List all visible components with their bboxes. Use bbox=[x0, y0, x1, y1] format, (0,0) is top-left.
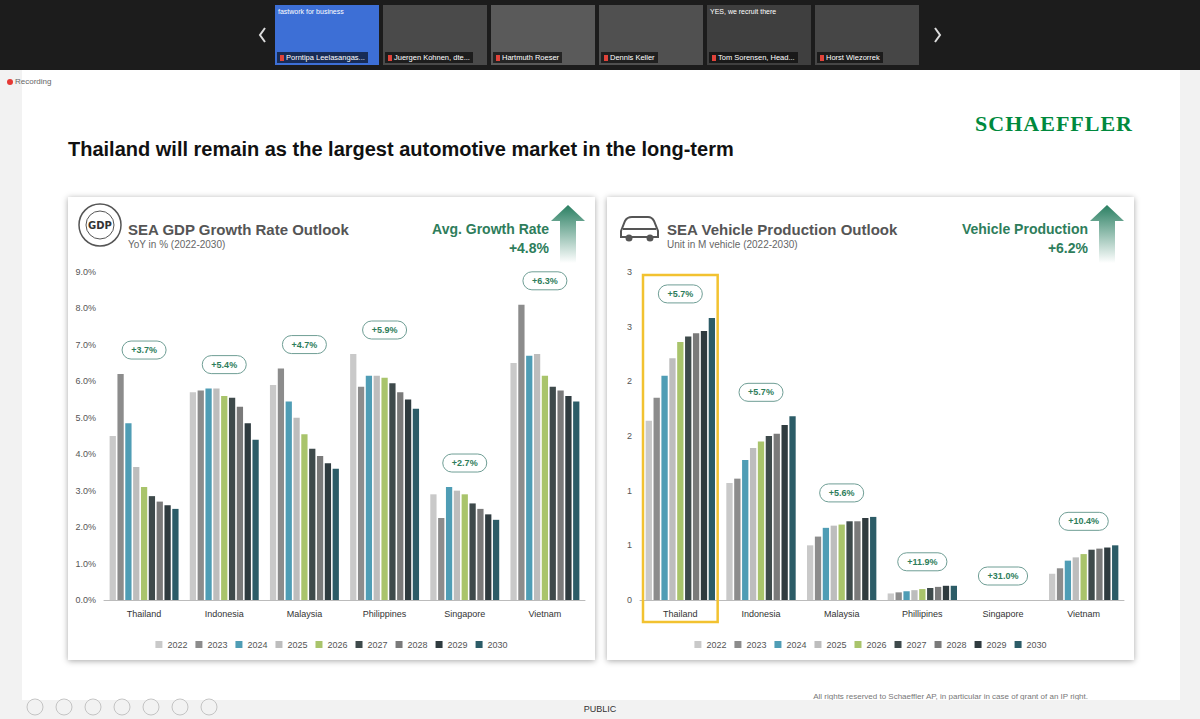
svg-text:1.0%: 1.0% bbox=[75, 559, 96, 569]
html-text:fastwork for business: fastwork for business bbox=[278, 8, 344, 15]
html-text:Recording: Recording bbox=[15, 77, 52, 86]
svg-text:Malaysia: Malaysia bbox=[287, 609, 323, 619]
svg-text:+5.7%: +5.7% bbox=[667, 289, 693, 299]
html-text:Tom Sorensen, Head...: Tom Sorensen, Head... bbox=[718, 53, 795, 62]
html-text:+6.2%: +6.2% bbox=[1047, 240, 1088, 256]
svg-text:8.0%: 8.0% bbox=[75, 303, 96, 313]
svg-text:2025: 2025 bbox=[826, 640, 846, 650]
svg-text:6.0%: 6.0% bbox=[75, 376, 96, 386]
svg-text:Phillipines: Phillipines bbox=[902, 609, 943, 619]
svg-text:4.0%: 4.0% bbox=[75, 449, 96, 459]
svg-text:Thailand: Thailand bbox=[127, 609, 162, 619]
svg-text:GDP: GDP bbox=[88, 220, 112, 231]
html-text:PUBLIC: PUBLIC bbox=[583, 704, 617, 714]
svg-text:Vietnam: Vietnam bbox=[1067, 609, 1100, 619]
html-text:Hartmuth Roeser: Hartmuth Roeser bbox=[502, 53, 560, 62]
svg-text:2026: 2026 bbox=[866, 640, 886, 650]
svg-text:2029: 2029 bbox=[448, 640, 468, 650]
svg-text:2026: 2026 bbox=[327, 640, 347, 650]
svg-text:2025: 2025 bbox=[287, 640, 307, 650]
html-text:SEA GDP Growth Rate Outlook: SEA GDP Growth Rate Outlook bbox=[128, 221, 349, 238]
svg-text:Philippines: Philippines bbox=[363, 609, 407, 619]
svg-text:2029: 2029 bbox=[987, 640, 1007, 650]
svg-text:2030: 2030 bbox=[1027, 640, 1047, 650]
svg-text:2028: 2028 bbox=[947, 640, 967, 650]
html-text:All rights reserved to Schaeff: All rights reserved to Schaeffler AP, in… bbox=[813, 692, 1088, 701]
svg-text:+5.7%: +5.7% bbox=[748, 387, 774, 397]
svg-text:2027: 2027 bbox=[907, 640, 927, 650]
svg-text:+11.9%: +11.9% bbox=[907, 557, 937, 567]
svg-text:3: 3 bbox=[627, 322, 632, 332]
svg-text:2: 2 bbox=[627, 431, 632, 441]
html-text:+4.8%: +4.8% bbox=[508, 240, 549, 256]
svg-text:3: 3 bbox=[627, 267, 632, 277]
svg-text:1: 1 bbox=[627, 540, 632, 550]
svg-text:Singapore: Singapore bbox=[982, 609, 1023, 619]
svg-text:2030: 2030 bbox=[488, 640, 508, 650]
svg-text:2022: 2022 bbox=[706, 640, 726, 650]
svg-text:+5.4%: +5.4% bbox=[211, 360, 237, 370]
svg-text:+10.4%: +10.4% bbox=[1068, 516, 1099, 526]
html-text:SCHAEFFLER: SCHAEFFLER bbox=[975, 111, 1133, 136]
svg-text:+3.7%: +3.7% bbox=[131, 345, 157, 355]
svg-text:+2.7%: +2.7% bbox=[452, 458, 478, 468]
svg-text:+4.7%: +4.7% bbox=[292, 340, 318, 350]
svg-text:Malaysia: Malaysia bbox=[824, 609, 860, 619]
svg-text:Indonesia: Indonesia bbox=[741, 609, 780, 619]
html-text:Unit in M vehicle (2022-2030): Unit in M vehicle (2022-2030) bbox=[667, 239, 798, 250]
svg-text:2: 2 bbox=[627, 376, 632, 386]
svg-text:+5.9%: +5.9% bbox=[372, 325, 398, 335]
svg-text:0: 0 bbox=[627, 595, 632, 605]
svg-text:7.0%: 7.0% bbox=[75, 340, 96, 350]
svg-text:Thailand: Thailand bbox=[663, 609, 698, 619]
html-text:Avg. Growth Rate: Avg. Growth Rate bbox=[432, 221, 549, 237]
html-text:Horst Wiezorrek: Horst Wiezorrek bbox=[826, 53, 880, 62]
svg-text:1: 1 bbox=[627, 486, 632, 496]
svg-text:+6.3%: +6.3% bbox=[532, 276, 558, 286]
svg-text:+5.6%: +5.6% bbox=[829, 488, 855, 498]
svg-text:+31.0%: +31.0% bbox=[988, 571, 1019, 581]
svg-text:3.0%: 3.0% bbox=[75, 486, 96, 496]
html-text:Thailand will remain as the la: Thailand will remain as the largest auto… bbox=[68, 138, 734, 160]
svg-text:Singapore: Singapore bbox=[444, 609, 485, 619]
html-text:YES, we recruit there: YES, we recruit there bbox=[710, 8, 777, 15]
svg-text:2023: 2023 bbox=[207, 640, 227, 650]
html-text:Dennis Keller: Dennis Keller bbox=[610, 53, 655, 62]
svg-text:2024: 2024 bbox=[786, 640, 806, 650]
svg-text:2.0%: 2.0% bbox=[75, 522, 96, 532]
svg-text:0.0%: 0.0% bbox=[75, 595, 96, 605]
svg-text:9.0%: 9.0% bbox=[75, 267, 96, 277]
svg-text:2024: 2024 bbox=[247, 640, 267, 650]
html-text:SEA Vehicle Production Outlook: SEA Vehicle Production Outlook bbox=[667, 221, 898, 238]
svg-text:2027: 2027 bbox=[368, 640, 388, 650]
svg-text:2028: 2028 bbox=[408, 640, 428, 650]
svg-text:2023: 2023 bbox=[746, 640, 766, 650]
svg-text:5.0%: 5.0% bbox=[75, 413, 96, 423]
html-text:YoY in % (2022-2030): YoY in % (2022-2030) bbox=[128, 239, 226, 250]
html-text:Vehicle Production: Vehicle Production bbox=[962, 221, 1088, 237]
html-text:Porntipa Leelasangas...: Porntipa Leelasangas... bbox=[286, 53, 365, 62]
svg-text:Indonesia: Indonesia bbox=[205, 609, 244, 619]
svg-text:Vietnam: Vietnam bbox=[528, 609, 561, 619]
svg-text:2022: 2022 bbox=[167, 640, 187, 650]
html-text:Juergen Kohnen, dte...: Juergen Kohnen, dte... bbox=[394, 53, 470, 62]
